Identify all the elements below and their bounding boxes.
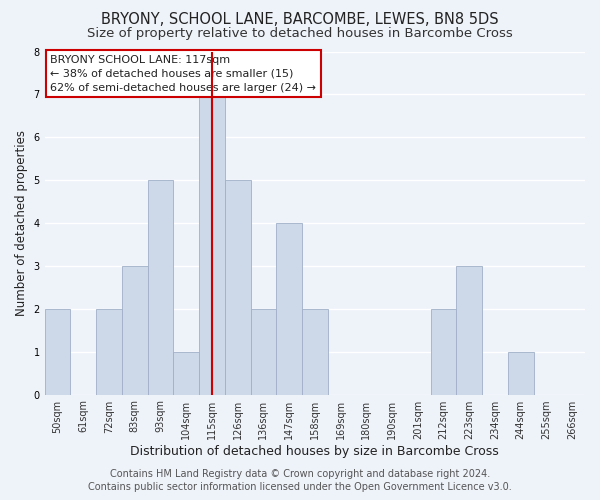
Text: BRYONY SCHOOL LANE: 117sqm
← 38% of detached houses are smaller (15)
62% of semi: BRYONY SCHOOL LANE: 117sqm ← 38% of deta…	[50, 55, 316, 93]
Bar	[225, 180, 251, 394]
Bar	[199, 94, 225, 395]
X-axis label: Distribution of detached houses by size in Barcombe Cross: Distribution of detached houses by size …	[130, 444, 499, 458]
Text: Contains HM Land Registry data © Crown copyright and database right 2024.
Contai: Contains HM Land Registry data © Crown c…	[88, 470, 512, 492]
Bar	[122, 266, 148, 394]
Bar	[96, 309, 122, 394]
Bar	[251, 309, 276, 394]
Bar	[276, 223, 302, 394]
Bar	[457, 266, 482, 394]
Bar	[431, 309, 457, 394]
Bar	[148, 180, 173, 394]
Text: Size of property relative to detached houses in Barcombe Cross: Size of property relative to detached ho…	[87, 28, 513, 40]
Y-axis label: Number of detached properties: Number of detached properties	[15, 130, 28, 316]
Text: BRYONY, SCHOOL LANE, BARCOMBE, LEWES, BN8 5DS: BRYONY, SCHOOL LANE, BARCOMBE, LEWES, BN…	[101, 12, 499, 28]
Bar	[173, 352, 199, 395]
Bar	[44, 309, 70, 394]
Bar	[508, 352, 533, 395]
Bar	[302, 309, 328, 394]
